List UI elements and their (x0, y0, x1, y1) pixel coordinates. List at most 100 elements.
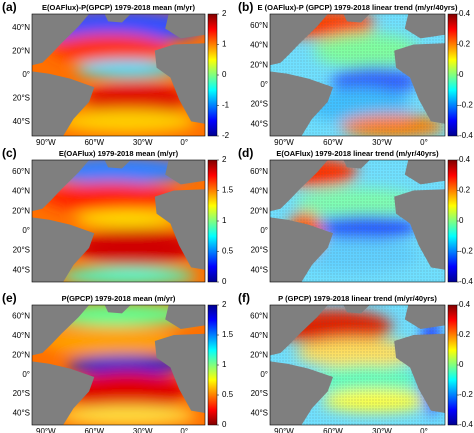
map (270, 305, 445, 425)
colorbar-tick-label: 2 (222, 9, 227, 18)
lat-label: 20°S (13, 246, 30, 255)
lat-label: 40°N (12, 331, 30, 340)
lat-label: 20°S (13, 389, 30, 398)
lon-label: 0° (420, 138, 428, 147)
lon-label: 0° (180, 138, 188, 147)
land (32, 160, 90, 212)
map-frame (269, 304, 446, 426)
field (32, 14, 205, 134)
colorbar-tick-label: -0.4 (459, 277, 473, 286)
lat-label: 20°N (250, 350, 268, 359)
lat-label: 20°N (12, 350, 30, 359)
lat-label: 0° (22, 370, 30, 379)
lon-label: 30°W (372, 427, 392, 433)
field-blob (75, 228, 197, 267)
field-blob (40, 326, 180, 356)
lat-label: 40°S (13, 265, 30, 274)
land (165, 160, 205, 185)
lat-label: 20°S (13, 94, 30, 103)
lat-label: 20°N (250, 60, 268, 69)
lat-label: 20°S (251, 389, 268, 398)
lon-label: 90°W (274, 138, 294, 147)
lat-label: 40°N (250, 41, 268, 50)
lat-label: 0° (260, 80, 268, 89)
lon-label: 30°W (372, 138, 392, 147)
lat-label: 60°N (250, 167, 268, 176)
lat-label: 40°N (12, 23, 30, 32)
lat-label: 40°N (250, 331, 268, 340)
land (32, 217, 95, 282)
lon-label: 60°W (323, 427, 343, 433)
land (270, 305, 328, 356)
lat-label: 40°N (12, 187, 30, 196)
panel: (c) E(OAFlux) 1979-2018 mean (m/yr) 60°N 40… (2, 146, 234, 286)
land (104, 14, 131, 23)
field-blob (83, 81, 188, 117)
colorbar-tick-label: -2 (222, 131, 230, 140)
colorbar-tick-label: 1 (222, 360, 227, 369)
map-frame (269, 13, 446, 137)
land (104, 305, 131, 314)
panel-title: E(OAFlux) 1979-2018 linear trend (m/yr/4… (276, 149, 439, 158)
lat-label: 60°N (250, 21, 268, 30)
land (404, 305, 445, 329)
colorbar-tick-label: 0 (459, 216, 464, 225)
colorbar-tick-label: -0.4 (459, 420, 473, 429)
field-blob (66, 354, 188, 376)
colorbar-tick-label: 0.4 (459, 155, 471, 164)
land (270, 71, 333, 136)
land (32, 305, 90, 356)
land (343, 160, 370, 169)
land (394, 333, 445, 413)
lat-label: 60°N (12, 167, 30, 176)
colorbar-tick-label: -1 (222, 101, 230, 110)
map (32, 160, 205, 282)
lat-label: 0° (22, 226, 30, 235)
colorbar-tick-label: 0.4 (459, 300, 471, 309)
lon-label: 90°W (36, 138, 56, 147)
panel-title: E (OAFlux)-P (GPCP) 1979-2018 linear tre… (258, 3, 458, 12)
panel: (d) E(OAFlux) 1979-2018 linear trend (m/y… (238, 146, 473, 286)
panel-label: (b) (238, 0, 253, 14)
lon-label: 60°W (323, 138, 343, 147)
colorbar-tick-label: 1.5 (222, 330, 234, 339)
panel-label: (f) (238, 291, 250, 305)
panel-title: P(GPCP) 1979-2018 mean (m/yr) (62, 294, 176, 303)
land (154, 43, 205, 124)
panel-label: (a) (2, 0, 17, 14)
panel-label: (c) (2, 146, 17, 160)
land (165, 305, 205, 329)
map-frame (31, 159, 206, 283)
lat-label: 40°N (250, 187, 268, 196)
panel: (e) P(GPCP) 1979-2018 mean (m/yr) 60°N 40°N… (2, 291, 234, 433)
colorbar-tick-label: 0 (459, 70, 464, 79)
land (404, 160, 445, 185)
colorbar-tick-label: 1 (222, 216, 227, 225)
field-blob (75, 209, 180, 228)
lon-label: 90°W (274, 427, 294, 433)
land (270, 160, 328, 212)
lat-label: 40°S (251, 265, 268, 274)
lat-label: 40°S (251, 408, 268, 417)
lon-label: 90°W (36, 427, 56, 433)
land (270, 14, 328, 66)
panel: (f) P (GPCP) 1979-2018 linear trend (m/yr… (238, 291, 473, 433)
colorbar (207, 13, 218, 137)
colorbar-tick-label: 1 (222, 40, 227, 49)
lat-label: 60°N (250, 312, 268, 321)
lat-label: 0° (260, 370, 268, 379)
lon-label: 60°W (84, 427, 104, 433)
land (394, 43, 445, 124)
map-frame (31, 304, 206, 426)
lon-label: 30°W (133, 138, 153, 147)
colorbar-tick-label: 0.5 (222, 247, 234, 256)
panel: (b) E (OAFlux)-P (GPCP) 1979-2018 linear … (238, 0, 473, 147)
lat-label: 20°S (251, 100, 268, 109)
panel-title: P (GPCP) 1979-2018 linear trend (m/yr/40… (278, 294, 437, 303)
colorbar-tick-label: 0 (222, 277, 227, 286)
land (32, 361, 95, 425)
land (154, 189, 205, 270)
colorbar-tick-label: 0.2 (459, 330, 471, 339)
land (270, 217, 333, 282)
panel-title: E(OAFlux) 1979-2018 mean (m/yr) (59, 149, 179, 158)
